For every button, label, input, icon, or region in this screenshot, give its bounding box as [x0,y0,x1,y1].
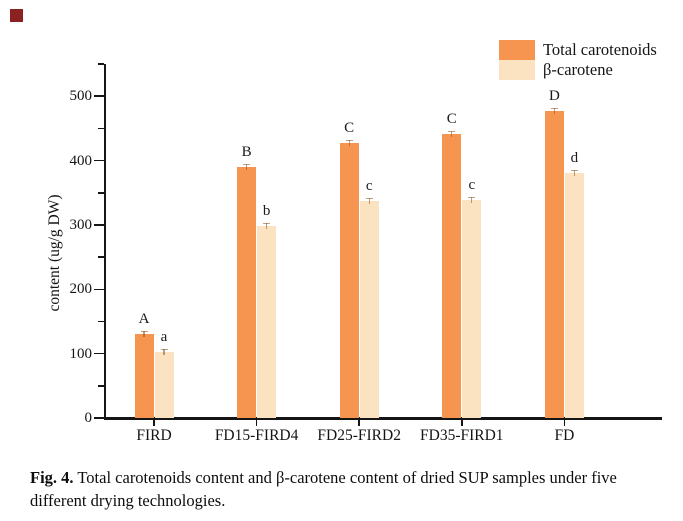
x-tick [563,419,566,426]
y-tick [98,63,104,65]
y-tick [98,127,104,130]
sig-letter: D [548,88,560,104]
bar-total-4 [544,111,564,418]
sig-letter: d [570,149,579,166]
legend-label-total-carotenoids: Total carotenoids [543,40,657,59]
legend-swatch-total-carotenoids [499,40,535,60]
y-tick [98,385,104,387]
bar-beta-1 [257,225,277,418]
bar-beta-0 [154,351,174,418]
y-tick-label: 200 [69,281,93,298]
caption-text: Total carotenoids content and β-carotene… [30,468,617,510]
y-axis-line [104,64,106,419]
error-bar-line [553,108,555,114]
sig-letter: C [344,120,355,137]
x-tick [358,419,360,426]
sig-letter: a [160,328,168,345]
y-tick-label: 300 [69,216,93,233]
x-tick [461,419,463,426]
legend-label-beta-carotene: β-carotene [543,60,613,79]
error-bar-line [573,169,575,176]
y-tick [94,224,104,226]
y-tick-label: 400 [69,152,93,169]
sig-letter: c [365,178,373,195]
y-tick [94,159,104,162]
x-tick-label: FD15-FIRD4 [214,427,299,444]
bar-beta-3 [462,199,482,418]
sig-letter: A [138,311,150,328]
error-bar-line [266,222,268,229]
x-tick-label: FIRD [136,427,172,444]
error-bar-line [368,198,370,205]
y-tick [98,256,104,258]
error-bar-line [451,130,453,137]
x-tick-label: FD35-FIRD1 [420,427,504,444]
sig-letter: c [468,176,476,193]
x-tick-label: FD [554,427,575,444]
legend-swatch-beta-carotene [499,60,535,80]
error-bar-line [348,140,350,147]
y-tick [94,288,104,290]
y-tick [98,320,104,323]
error-bar-line [246,164,248,170]
legend: Total carotenoids β-carotene [499,40,657,80]
error-bar-line [143,331,145,338]
x-axis-line [104,417,662,420]
y-tick-label: 500 [69,88,93,105]
y-tick [94,417,104,419]
y-tick-label: 0 [84,410,93,426]
x-tick [255,419,258,426]
bar-beta-2 [359,201,379,418]
x-tick [153,419,155,426]
y-tick [94,95,104,97]
red-marker-icon [10,9,23,22]
bar-beta-4 [564,172,584,418]
y-tick-label: 100 [69,345,93,362]
y-tick [98,192,104,194]
sig-letter: C [446,110,457,127]
sig-letter: B [241,144,252,160]
bar-total-1 [237,167,257,418]
error-bar-line [471,196,473,203]
legend-item-beta-carotene: β-carotene [499,60,657,80]
sig-letter: b [262,202,271,219]
figure-caption: Fig. 4. Total carotenoids content and β-… [30,466,652,512]
bar-total-2 [339,143,359,418]
bar-total-0 [134,334,154,418]
caption-label: Fig. 4. [30,468,74,487]
y-tick [94,352,104,355]
bar-total-3 [442,133,462,418]
x-tick-label: FD25-FIRD2 [317,427,401,444]
error-bar-line [163,348,165,355]
legend-item-total-carotenoids: Total carotenoids [499,40,657,60]
